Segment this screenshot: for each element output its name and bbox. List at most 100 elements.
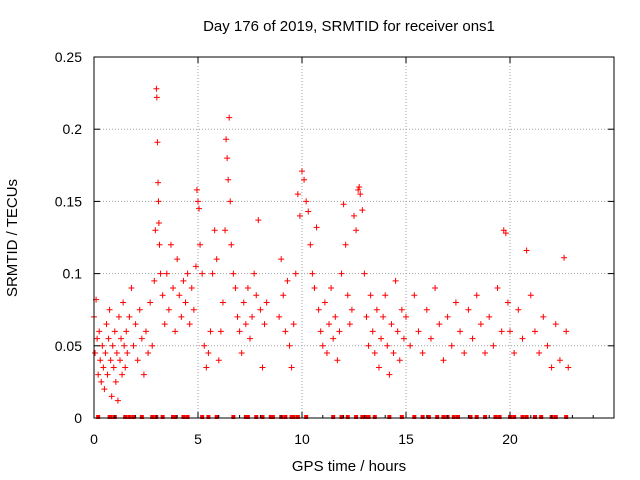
data-point bbox=[105, 335, 112, 342]
data-point bbox=[152, 227, 159, 234]
zero-point bbox=[268, 415, 273, 419]
data-point bbox=[126, 313, 133, 320]
data-point bbox=[114, 397, 121, 404]
zero-point bbox=[524, 415, 529, 419]
data-point bbox=[230, 270, 237, 277]
data-point bbox=[232, 285, 239, 292]
data-point bbox=[147, 299, 154, 306]
data-point bbox=[494, 285, 501, 292]
data-point bbox=[473, 292, 480, 299]
data-point bbox=[104, 371, 111, 378]
data-point bbox=[106, 306, 113, 313]
data-point bbox=[215, 357, 222, 364]
data-point bbox=[153, 94, 160, 101]
data-point bbox=[452, 299, 459, 306]
data-point bbox=[382, 292, 389, 299]
plot-frame bbox=[93, 56, 615, 419]
data-point bbox=[112, 378, 119, 385]
data-point bbox=[400, 335, 407, 342]
data-point bbox=[178, 313, 185, 320]
data-point bbox=[423, 306, 430, 313]
zero-point bbox=[331, 415, 336, 419]
data-point bbox=[159, 292, 166, 299]
y-tick-label: 0.05 bbox=[55, 338, 82, 354]
data-point bbox=[140, 371, 147, 378]
data-point bbox=[186, 321, 193, 328]
zero-point bbox=[339, 415, 344, 419]
data-point bbox=[276, 313, 283, 320]
data-point bbox=[196, 205, 203, 212]
data-point bbox=[369, 328, 376, 335]
data-point bbox=[315, 306, 322, 313]
data-point bbox=[115, 313, 122, 320]
x-axis-label: GPS time / hours bbox=[292, 458, 406, 475]
data-point bbox=[519, 335, 526, 342]
zero-point bbox=[553, 415, 558, 419]
data-point bbox=[440, 357, 447, 364]
data-point bbox=[415, 328, 422, 335]
zero-point bbox=[441, 415, 446, 419]
data-point bbox=[167, 241, 174, 248]
data-point bbox=[309, 270, 316, 277]
y-tick-label: 0.25 bbox=[55, 49, 82, 65]
data-point bbox=[296, 212, 303, 219]
data-point bbox=[128, 285, 135, 292]
data-point bbox=[427, 335, 434, 342]
data-point bbox=[224, 155, 231, 162]
zero-point bbox=[304, 415, 309, 419]
data-point bbox=[544, 342, 551, 349]
data-point bbox=[504, 299, 511, 306]
zero-point bbox=[243, 415, 248, 419]
data-point bbox=[565, 364, 572, 371]
zero-point bbox=[456, 415, 460, 419]
data-point bbox=[482, 350, 489, 357]
data-point bbox=[132, 321, 139, 328]
data-point bbox=[226, 114, 233, 121]
data-point bbox=[118, 335, 125, 342]
data-point bbox=[113, 350, 120, 357]
data-point bbox=[540, 313, 547, 320]
zero-point bbox=[372, 415, 377, 419]
data-point bbox=[234, 313, 241, 320]
data-point bbox=[561, 254, 568, 261]
chart-title: Day 176 of 2019, SRMTID for receiver ons… bbox=[203, 18, 495, 35]
zero-point bbox=[474, 415, 479, 419]
data-point bbox=[182, 299, 189, 306]
data-point bbox=[122, 364, 129, 371]
zero-point bbox=[231, 415, 236, 419]
data-point bbox=[411, 292, 418, 299]
data-point bbox=[432, 285, 439, 292]
data-point bbox=[103, 321, 110, 328]
zero-point bbox=[270, 415, 275, 419]
zero-point bbox=[483, 415, 488, 419]
data-point bbox=[228, 241, 235, 248]
zero-point bbox=[245, 415, 250, 419]
data-point bbox=[359, 207, 366, 214]
data-point bbox=[384, 342, 391, 349]
zero-point bbox=[283, 415, 288, 419]
data-point bbox=[556, 357, 563, 364]
data-point bbox=[536, 350, 543, 357]
data-point bbox=[375, 364, 382, 371]
data-point bbox=[357, 191, 364, 198]
data-point bbox=[527, 292, 534, 299]
data-point bbox=[253, 292, 260, 299]
data-point bbox=[365, 342, 372, 349]
data-point bbox=[119, 371, 126, 378]
data-point bbox=[307, 241, 314, 248]
x-tick-label: 0 bbox=[90, 431, 98, 447]
zero-point bbox=[364, 415, 369, 419]
zero-point bbox=[420, 415, 425, 419]
zero-point bbox=[399, 415, 404, 419]
data-point bbox=[305, 208, 312, 215]
data-point bbox=[153, 85, 160, 92]
data-point bbox=[386, 371, 393, 378]
data-point bbox=[288, 364, 295, 371]
data-point bbox=[107, 357, 114, 364]
y-tick-label: 0 bbox=[74, 410, 82, 426]
data-point bbox=[444, 313, 451, 320]
zero-point bbox=[354, 415, 359, 419]
data-point bbox=[192, 263, 199, 270]
data-point bbox=[121, 342, 128, 349]
data-point bbox=[123, 328, 130, 335]
